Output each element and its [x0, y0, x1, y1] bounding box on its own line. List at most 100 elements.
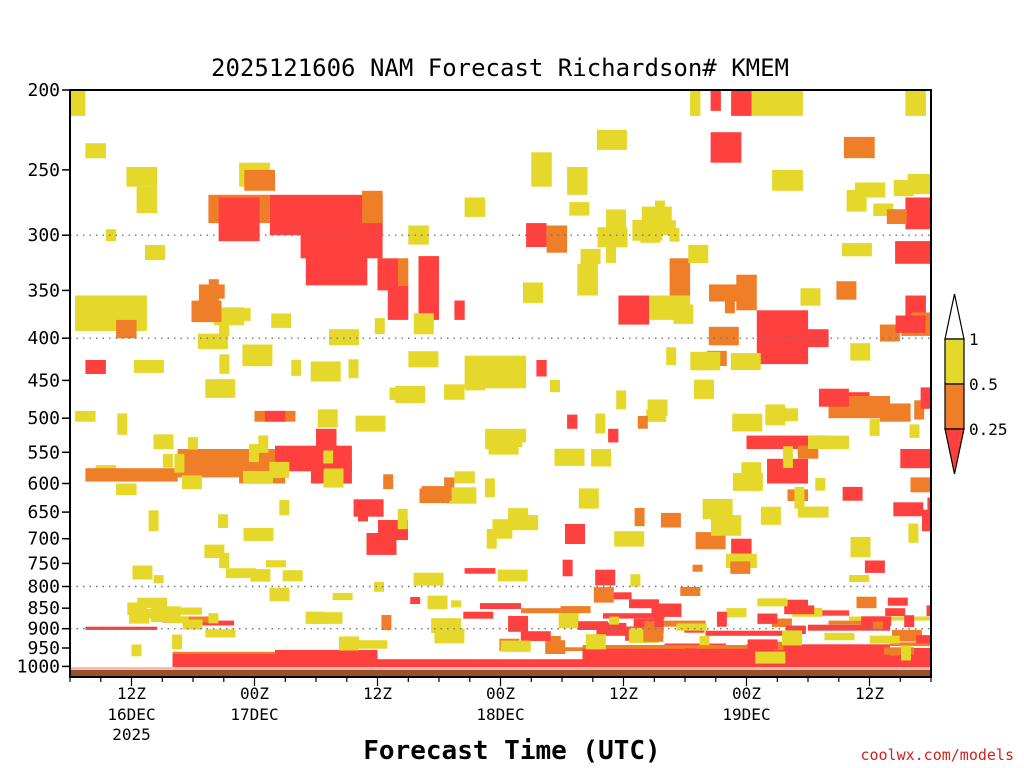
ri-cell-region — [387, 285, 409, 320]
ri-cell — [708, 326, 739, 346]
ri-cell-region — [454, 300, 465, 320]
ri-cell — [562, 559, 573, 577]
ri-cell — [864, 560, 885, 573]
ri-cell — [269, 461, 290, 478]
ri-cell — [219, 552, 230, 569]
ri-cell — [230, 308, 251, 322]
ri-cell-region — [305, 247, 368, 286]
ri-cell — [550, 636, 561, 643]
ri-cell — [914, 400, 925, 420]
ri-cell — [884, 647, 915, 655]
ri-cell — [317, 409, 338, 428]
ri-cell-region — [567, 414, 578, 429]
ri-cell-region — [910, 477, 931, 493]
ri-cell-region — [521, 608, 583, 614]
ri-cell — [757, 613, 778, 624]
ri-cell — [596, 129, 627, 150]
ri-cell-region — [746, 644, 890, 650]
ri-cell — [243, 527, 274, 541]
ri-cell — [699, 636, 710, 646]
y-tick-label: 800 — [27, 577, 60, 598]
ri-cell — [891, 629, 922, 642]
legend-label: 0.5 — [969, 375, 998, 394]
ri-cell-region — [116, 483, 137, 496]
ri-cell-region — [690, 90, 701, 116]
ri-cell — [265, 560, 286, 568]
ri-cell — [182, 619, 203, 630]
ri-cell — [666, 347, 677, 366]
ri-cell-region — [126, 167, 158, 187]
ri-cell — [688, 244, 709, 264]
ri-cell — [869, 635, 900, 644]
ri-cell — [560, 606, 591, 614]
ri-cell — [901, 645, 911, 661]
ri-cell-region — [618, 295, 650, 325]
ri-cell — [765, 404, 786, 426]
ri-cell — [887, 597, 908, 606]
ri-cell-region — [777, 329, 829, 348]
ri-cell — [747, 639, 778, 650]
ri-cell — [332, 592, 353, 601]
ri-cell-region — [751, 90, 803, 116]
colorbar-legend: 1 0.5 0.25 — [944, 293, 1008, 475]
ri-cell — [872, 621, 883, 630]
ri-cell — [585, 634, 606, 650]
ri-cell — [709, 284, 739, 302]
ri-cell — [181, 475, 202, 490]
ri-cell — [219, 354, 230, 374]
ri-cell — [757, 598, 788, 607]
ri-cell — [637, 415, 648, 429]
ri-cell — [926, 605, 931, 617]
ri-cell — [329, 329, 359, 346]
ri-cell — [893, 502, 924, 517]
ri-cell — [366, 533, 397, 555]
ri-cell-region — [464, 568, 496, 574]
ri-cell — [258, 435, 269, 453]
ri-cell-region — [454, 471, 475, 484]
ri-cell-region — [818, 610, 850, 616]
ri-cell — [644, 621, 655, 629]
legend-arrow-top — [944, 293, 965, 340]
ri-cell — [338, 636, 359, 651]
y-tick-label: 900 — [27, 619, 60, 640]
ri-cell — [606, 246, 616, 263]
ri-cell — [895, 315, 926, 333]
ri-cell — [846, 189, 867, 212]
ri-cell-region — [526, 223, 547, 247]
credit-link[interactable]: coolwx.com/models — [860, 746, 1014, 764]
surface-edge — [70, 667, 931, 670]
ri-cell — [291, 359, 302, 376]
ri-cell — [250, 569, 271, 582]
ri-cell-region — [603, 613, 665, 619]
ri-cell-region — [731, 90, 752, 116]
ri-cell-region — [577, 263, 598, 296]
ri-cell-region — [85, 468, 178, 482]
ri-cell — [824, 632, 855, 641]
ri-cell-region — [172, 653, 378, 668]
ri-cell — [869, 418, 880, 436]
ri-cell — [508, 515, 539, 531]
ri-cell — [647, 399, 668, 417]
ri-cell — [197, 333, 228, 350]
ri-cell-region — [408, 225, 429, 245]
ri-cell — [800, 288, 821, 306]
ri-cell-region — [843, 136, 875, 159]
ri-cell — [383, 474, 394, 490]
legend-band-yellow — [944, 338, 965, 385]
ri-cell — [614, 531, 645, 547]
ri-cell — [558, 612, 579, 629]
ri-cell-region — [85, 360, 106, 374]
ri-cell — [218, 514, 229, 528]
ri-cell — [886, 209, 907, 224]
ri-cell-region — [95, 465, 117, 471]
ri-cell-region — [316, 428, 337, 450]
ri-cell-region — [264, 410, 286, 422]
ri-cell — [680, 587, 701, 596]
ri-cell — [595, 569, 616, 586]
ri-cell — [133, 359, 164, 373]
ri-cell — [690, 351, 721, 371]
ri-cell — [879, 324, 900, 342]
ri-cell — [676, 623, 707, 631]
ri-cell — [523, 282, 543, 303]
